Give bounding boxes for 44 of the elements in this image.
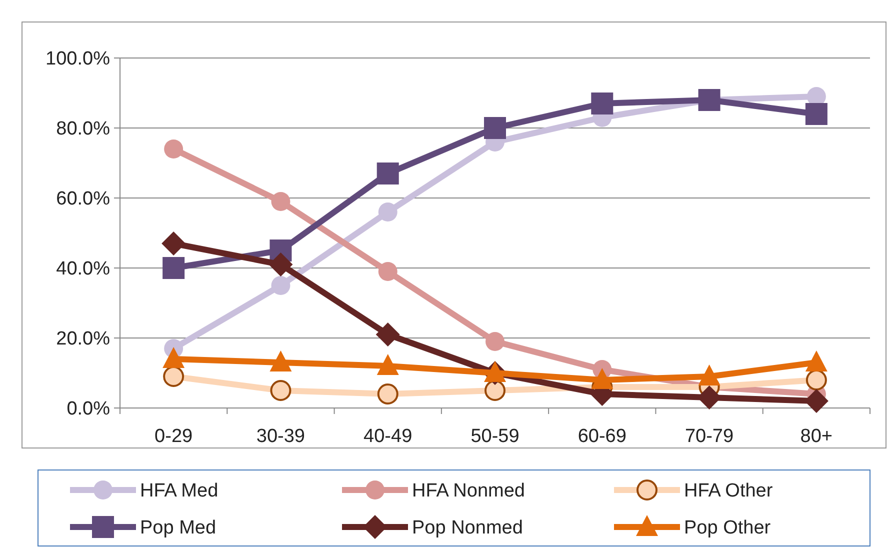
legend-label: Pop Nonmed: [412, 518, 523, 539]
point: [162, 347, 185, 368]
point: [806, 370, 827, 390]
point: [376, 322, 400, 346]
point: [163, 366, 184, 387]
x-tick-label: 50-59: [470, 426, 520, 447]
point: [376, 162, 399, 184]
point: [698, 364, 720, 386]
legend-label: HFA Other: [684, 480, 774, 502]
point: [378, 262, 398, 281]
point: [484, 117, 506, 139]
point: [377, 384, 398, 404]
y-tick-label: 40.0%: [56, 258, 110, 280]
point: [271, 276, 290, 295]
point: [484, 380, 506, 401]
y-tick-label: 80.0%: [56, 118, 110, 140]
x-tick-label: 70-79: [684, 426, 734, 447]
point: [270, 350, 292, 372]
point: [591, 92, 614, 114]
point: [805, 350, 828, 372]
y-tick-label: 60.0%: [56, 188, 110, 210]
x-tick-label: 60-69: [578, 426, 626, 447]
point: [376, 354, 399, 375]
point: [164, 140, 184, 158]
x-tick-label: 80+: [800, 426, 833, 447]
legend-label: Pop Med: [140, 518, 216, 539]
x-tick-label: 0-29: [154, 426, 193, 447]
point: [378, 202, 398, 222]
x-tick-label: 30-39: [256, 426, 306, 447]
point: [268, 252, 293, 276]
x-tick-label: 40-49: [364, 426, 412, 447]
point: [486, 332, 504, 351]
y-tick-label: 20.0%: [56, 328, 110, 350]
point: [591, 368, 614, 389]
point: [162, 232, 186, 256]
legend-label: Pop Other: [684, 518, 772, 539]
point: [805, 103, 828, 125]
point: [271, 192, 290, 211]
legend-label: HFA Med: [140, 480, 218, 502]
y-tick-label: 100.0%: [46, 48, 110, 70]
y-tick-label: 0.0%: [66, 398, 110, 420]
point: [270, 380, 292, 401]
point: [162, 257, 185, 279]
legend-label: HFA Nonmed: [412, 480, 525, 502]
